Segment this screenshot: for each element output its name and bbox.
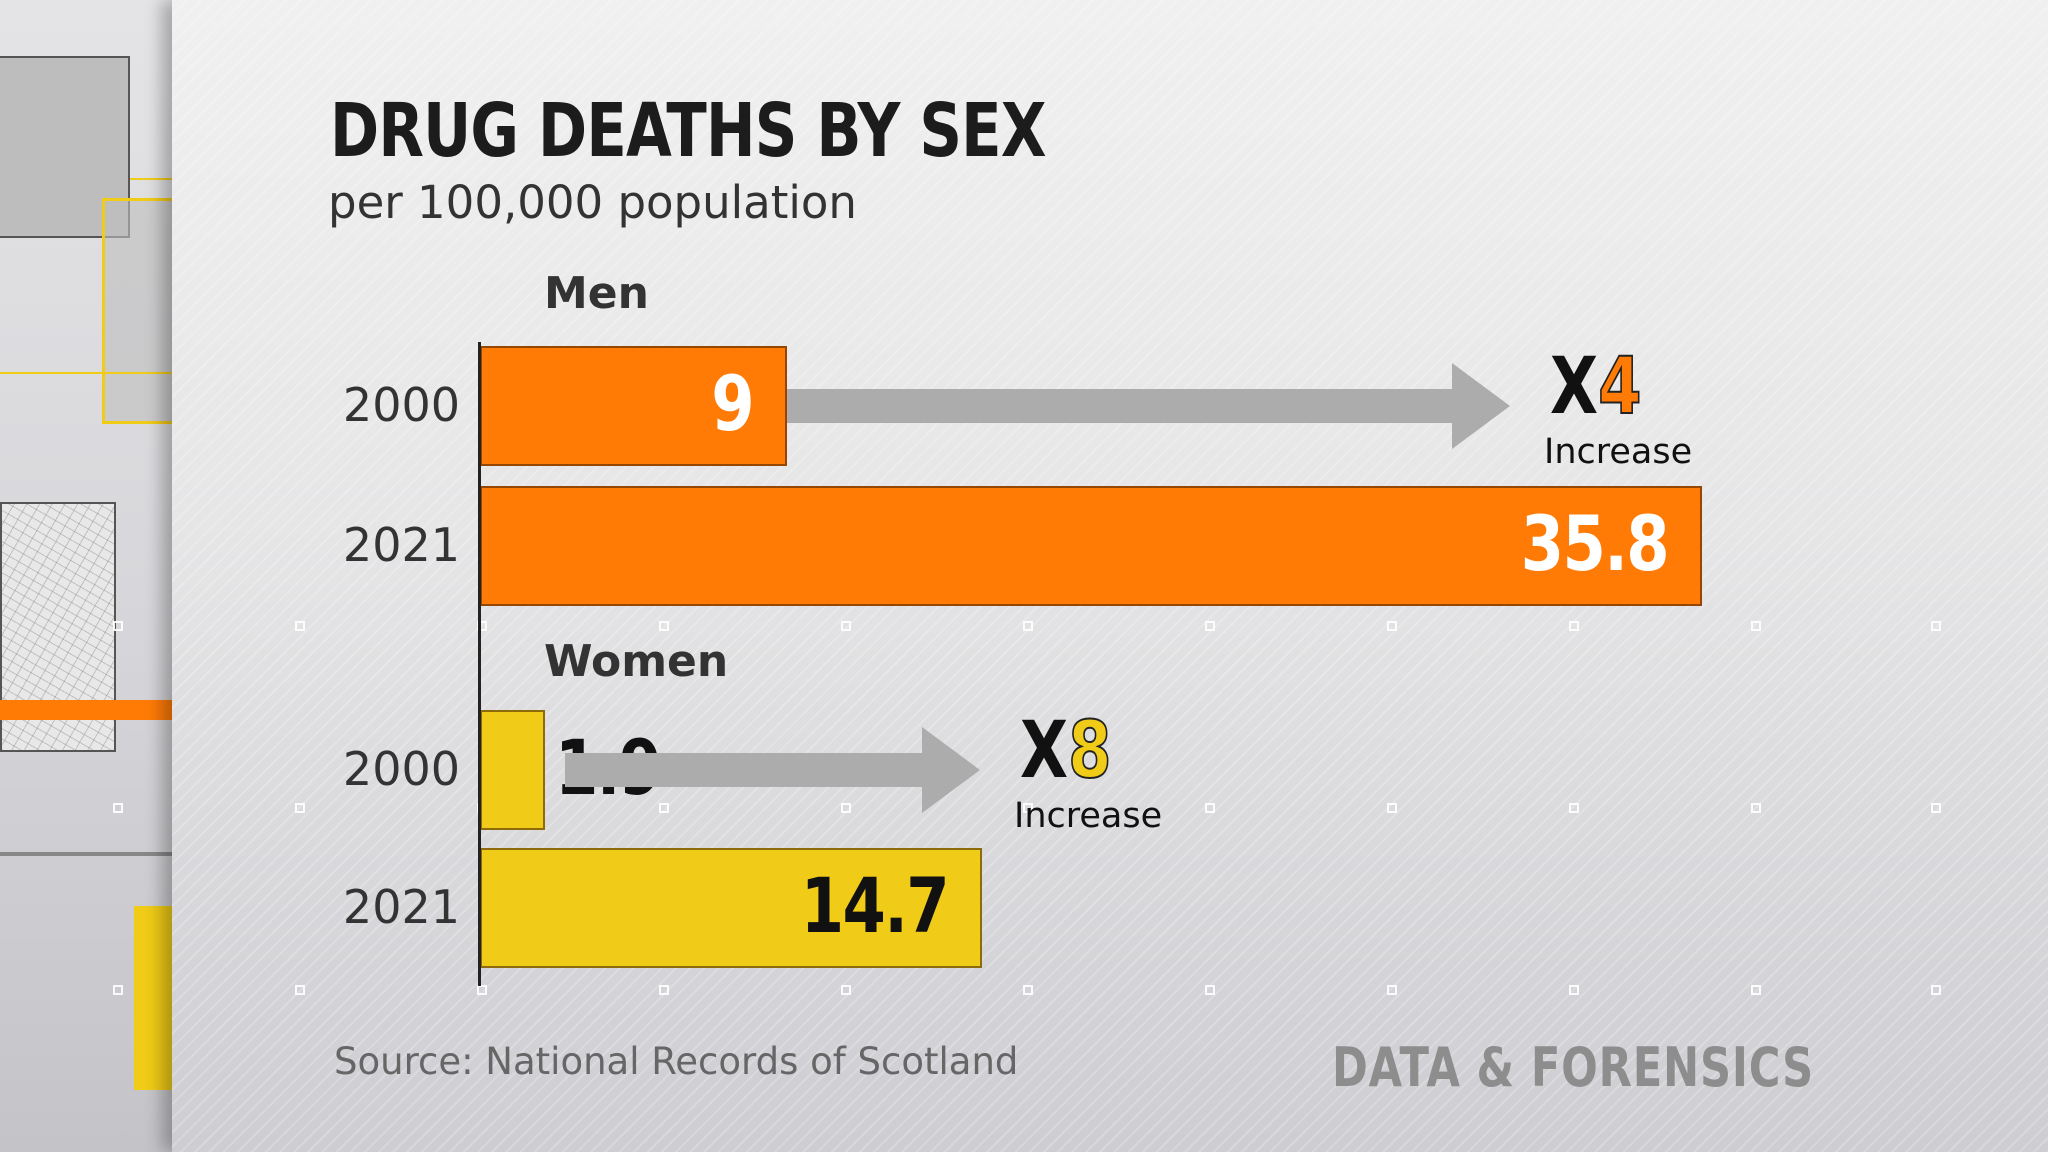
bar-men-2021 [480, 486, 1702, 606]
multiplier-prefix: X [1550, 342, 1599, 432]
grid-dot [659, 621, 669, 631]
decorative-orange-line [0, 700, 172, 720]
group-label-women: Women [544, 636, 729, 687]
grid-dot [1387, 803, 1397, 813]
grid-dot [295, 985, 305, 995]
increase-arrow [564, 753, 922, 787]
brand-logo-text: DATA & FORENSICS [1332, 1036, 1815, 1099]
decorative-yellow-block [134, 906, 172, 1090]
grid-dot [1023, 985, 1033, 995]
grid-dot [1931, 621, 1941, 631]
decorative-divider [0, 852, 172, 856]
increase-label: Increase [1544, 432, 1693, 472]
multiplier-prefix: X [1020, 706, 1069, 796]
grid-dot [1931, 985, 1941, 995]
value-label: 9 [711, 359, 754, 448]
grid-dot [1751, 803, 1761, 813]
chart-subtitle: per 100,000 population [328, 176, 857, 229]
source-note: Source: National Records of Scotland [334, 1040, 1019, 1083]
grid-dot [1205, 803, 1215, 813]
year-label: 2000 [342, 378, 460, 432]
grid-dot [1569, 621, 1579, 631]
multiplier-value: 8 [1067, 706, 1112, 796]
group-label-men: Men [544, 268, 649, 319]
bar-men-2000 [480, 346, 788, 466]
bar-women-2021 [480, 848, 982, 968]
decorative-yellow-frame [102, 198, 172, 424]
year-label: 2000 [342, 742, 460, 796]
arrow-head [1452, 363, 1510, 449]
grid-dot [1205, 985, 1215, 995]
grid-dot [1751, 985, 1761, 995]
grid-dot [1751, 621, 1761, 631]
grid-dot [1205, 621, 1215, 631]
value-label: 35.8 [1520, 499, 1670, 588]
value-label: 14.7 [800, 861, 950, 950]
arrow-head [922, 727, 980, 813]
grid-dot [841, 621, 851, 631]
decorative-yellow-line [0, 372, 172, 374]
grid-dot [841, 985, 851, 995]
grid-dot [659, 803, 669, 813]
grid-dot [659, 985, 669, 995]
grid-dot [1569, 985, 1579, 995]
grid-dot [113, 985, 123, 995]
grid-dot [1931, 803, 1941, 813]
left-background-panel [0, 0, 172, 1152]
increase-multiplier: X4 [1550, 347, 1642, 427]
increase-arrow [787, 389, 1452, 423]
year-label: 2021 [342, 518, 460, 572]
grid-dot [1023, 621, 1033, 631]
grid-dot [295, 621, 305, 631]
bar-women-2000 [480, 710, 545, 830]
grid-dot [1569, 803, 1579, 813]
chart-title: DRUG DEATHS BY SEX [330, 88, 1046, 174]
increase-label: Increase [1014, 796, 1163, 836]
grid-dot [1023, 803, 1033, 813]
year-label: 2021 [342, 880, 460, 934]
multiplier-value: 4 [1597, 342, 1642, 432]
grid-dot [1387, 985, 1397, 995]
y-axis-line [478, 342, 481, 986]
grid-dot [295, 803, 305, 813]
grid-dot [1387, 621, 1397, 631]
grid-dot [477, 985, 487, 995]
increase-multiplier: X8 [1020, 711, 1112, 791]
grid-dot [841, 803, 851, 813]
decorative-yellow-line [130, 178, 172, 180]
grid-dot [113, 803, 123, 813]
grid-dot [113, 621, 123, 631]
